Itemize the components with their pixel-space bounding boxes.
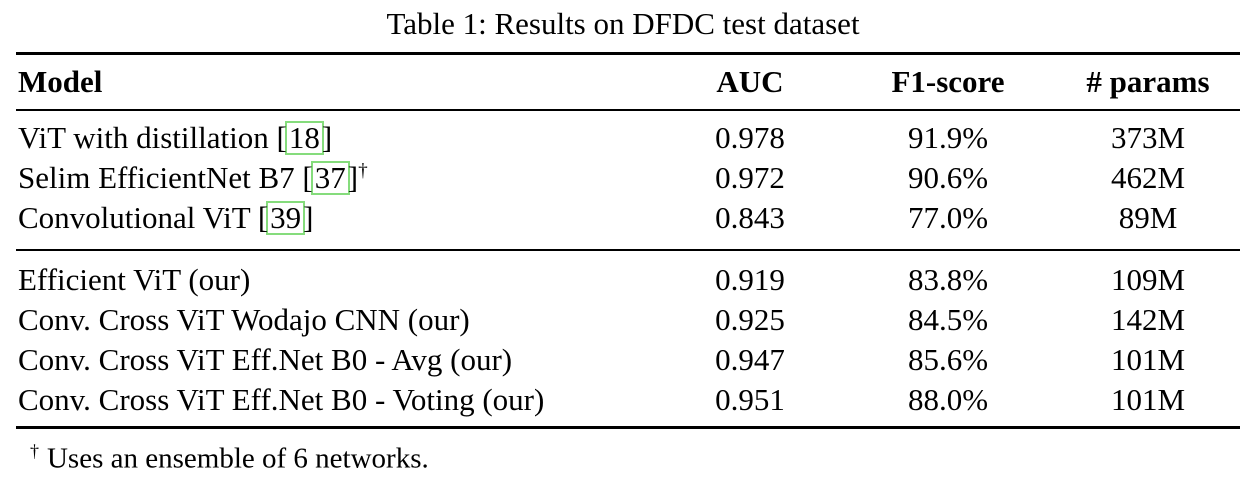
auc-value: 0.978 xyxy=(715,120,785,155)
dagger-superscript: † xyxy=(358,160,368,182)
params-value: 373M xyxy=(1110,120,1186,155)
f1-value: 77.0% xyxy=(907,200,989,235)
citation-bracket-open: [ xyxy=(276,120,287,155)
results-table: Model AUC F1-score # params ViT with dis… xyxy=(16,52,1240,429)
f1-value: 91.9% xyxy=(907,120,989,155)
auc-value: 0.843 xyxy=(715,200,785,235)
params-value: 101M xyxy=(1110,382,1186,417)
table-group-our-models: Efficient ViT (our) 0.919 83.8% 109M Con… xyxy=(16,251,1240,429)
table-footnote: † Uses an ensemble of 6 networks. xyxy=(30,441,429,476)
citation-bracket-open: [ xyxy=(257,200,269,235)
auc-value: 0.951 xyxy=(715,382,785,417)
footnote-text: Uses an ensemble of 6 networks. xyxy=(46,442,429,475)
footnote-dagger-marker: † xyxy=(30,441,39,461)
table-caption: Table 1: Results on DFDC test dataset xyxy=(386,6,860,41)
header-f1-score: F1-score xyxy=(891,64,1005,99)
table-row: ViT with distillation [18] 0.978 91.9% 3… xyxy=(16,118,1240,158)
table-row: Efficient ViT (our) 0.919 83.8% 109M xyxy=(16,260,1240,300)
params-value: 142M xyxy=(1110,302,1186,337)
f1-value: 88.0% xyxy=(907,382,989,417)
f1-value: 90.6% xyxy=(907,160,989,195)
citation-bracket-close: ] xyxy=(347,160,359,195)
model-cell: Convolutional ViT [39] xyxy=(16,200,660,236)
params-value: 109M xyxy=(1110,262,1186,297)
model-cell: Conv. Cross ViT Eff.Net B0 - Avg (our) xyxy=(18,342,513,377)
citation-bracket-close: ] xyxy=(321,120,333,155)
auc-value: 0.947 xyxy=(715,342,785,377)
citation-number: 39 xyxy=(266,201,306,236)
auc-value: 0.919 xyxy=(715,262,785,297)
citation-number: 37 xyxy=(310,161,350,196)
model-cell: ViT with distillation [18] xyxy=(16,120,660,156)
model-cell: Conv. Cross ViT Eff.Net B0 - Voting (our… xyxy=(18,382,545,417)
table-row: Convolutional ViT [39] 0.843 77.0% 89M xyxy=(16,198,1240,238)
header-num-params: # params xyxy=(1086,64,1210,99)
auc-value: 0.925 xyxy=(715,302,785,337)
citation-link[interactable]: [37] xyxy=(302,160,359,196)
citation-link[interactable]: [18] xyxy=(276,120,333,156)
table-row: Conv. Cross ViT Wodajo CNN (our) 0.925 8… xyxy=(16,300,1240,340)
header-auc: AUC xyxy=(716,64,784,99)
model-name: Convolutional ViT xyxy=(18,200,258,235)
citation-bracket-open: [ xyxy=(302,160,313,195)
table-row: Conv. Cross ViT Eff.Net B0 - Avg (our) 0… xyxy=(16,340,1240,380)
citation-link[interactable]: [39] xyxy=(257,200,314,236)
f1-value: 85.6% xyxy=(907,342,989,377)
model-cell: Selim EfficientNet B7 [37]† xyxy=(16,160,660,196)
params-value: 89M xyxy=(1118,200,1178,235)
model-cell: Conv. Cross ViT Wodajo CNN (our) xyxy=(18,302,470,337)
table-row: Selim EfficientNet B7 [37]† 0.972 90.6% … xyxy=(16,158,1240,198)
model-name: Selim EfficientNet B7 xyxy=(18,160,303,195)
citation-number: 18 xyxy=(284,121,324,156)
f1-value: 83.8% xyxy=(907,262,989,297)
model-name: ViT with distillation xyxy=(18,120,277,155)
table-header-row: Model AUC F1-score # params xyxy=(16,55,1240,111)
f1-value: 84.5% xyxy=(907,302,989,337)
table-group-prior-work: ViT with distillation [18] 0.978 91.9% 3… xyxy=(16,111,1240,251)
auc-value: 0.972 xyxy=(715,160,785,195)
table-row: Conv. Cross ViT Eff.Net B0 - Voting (our… xyxy=(16,380,1240,420)
params-value: 462M xyxy=(1110,160,1186,195)
params-value: 101M xyxy=(1110,342,1186,377)
header-model: Model xyxy=(18,64,103,99)
model-cell: Efficient ViT (our) xyxy=(18,262,251,297)
citation-bracket-close: ] xyxy=(303,200,314,235)
